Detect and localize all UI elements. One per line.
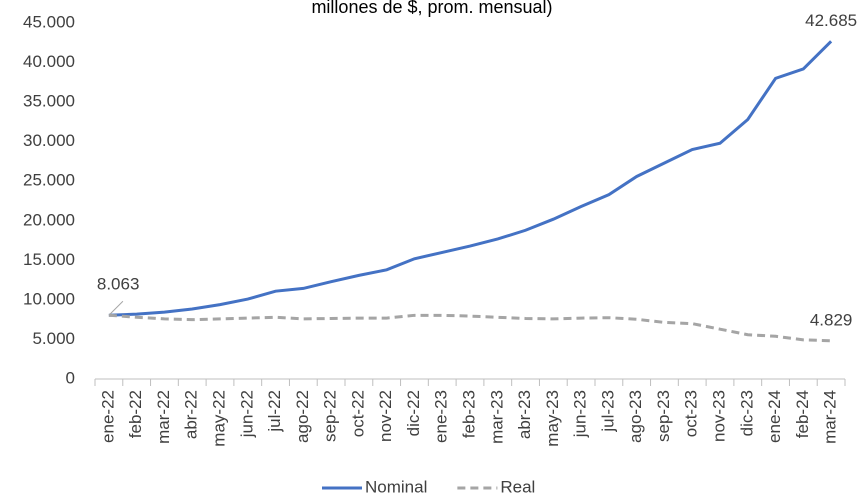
x-tick-label: nov-22: [376, 390, 395, 442]
y-tick-label: 45.000: [23, 12, 75, 31]
data-line: [108, 313, 832, 343]
x-tick-label: jun-22: [237, 390, 256, 438]
x-tick-label: ene-23: [432, 390, 451, 443]
y-tick-label: 0: [66, 368, 75, 387]
x-tick-label: ene-22: [98, 390, 117, 443]
x-tick-label: may-23: [543, 390, 562, 447]
y-tick-label: 15.000: [23, 250, 75, 269]
x-tick-label: jul-22: [265, 390, 284, 433]
data-label: 4.829: [810, 310, 853, 329]
x-tick-label: mar-24: [821, 390, 840, 444]
x-tick-label: mar-23: [487, 390, 506, 444]
x-tick-label: sep-22: [321, 390, 340, 442]
x-tick-label: nov-23: [709, 390, 728, 442]
x-tick-label: jun-23: [571, 390, 590, 438]
x-tick-label: feb-22: [126, 390, 145, 438]
x-tick-label: ago-22: [293, 390, 312, 443]
x-tick-label: mar-22: [154, 390, 173, 444]
x-tick-label: jul-23: [598, 390, 617, 433]
x-tick-label: may-22: [209, 390, 228, 447]
x-tick-label: dic-22: [404, 390, 423, 436]
x-tick-label: ene-24: [765, 390, 784, 443]
data-line: [108, 40, 833, 317]
y-tick-label: 5.000: [32, 329, 75, 348]
label-leader: [108, 300, 124, 316]
data-label: 8.063: [97, 275, 140, 294]
x-tick-label: oct-22: [348, 390, 367, 437]
legend-label: Real: [500, 477, 535, 496]
x-tick-label: ago-23: [626, 390, 645, 443]
y-tick-label: 35.000: [23, 92, 75, 111]
x-tick-label: oct-23: [682, 390, 701, 437]
x-tick-label: feb-24: [793, 390, 812, 438]
y-tick-label: 40.000: [23, 52, 75, 71]
chart-title: millones de $, prom. mensual): [311, 0, 552, 17]
x-tick-label: sep-23: [654, 390, 673, 442]
data-label: 42.685: [805, 11, 857, 30]
x-tick-label: feb-23: [459, 390, 478, 438]
y-tick-label: 30.000: [23, 131, 75, 150]
y-tick-label: 25.000: [23, 171, 75, 190]
legend-label: Nominal: [365, 477, 427, 496]
x-tick-label: dic-23: [737, 390, 756, 436]
y-tick-label: 20.000: [23, 210, 75, 229]
x-tick-label: abr-22: [182, 390, 201, 439]
y-tick-label: 10.000: [23, 289, 75, 308]
x-tick-label: abr-23: [515, 390, 534, 439]
